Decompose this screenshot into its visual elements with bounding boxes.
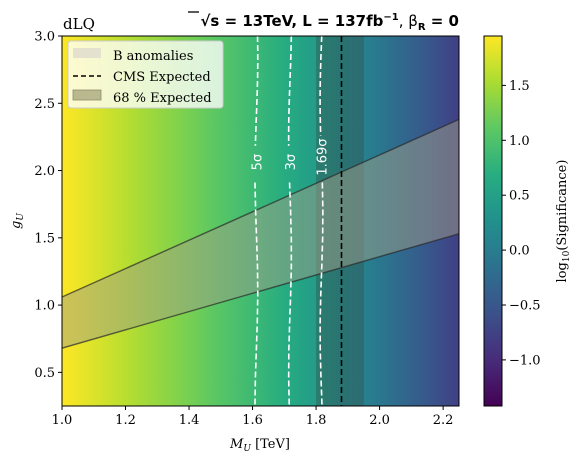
- x-tick-label: 1.8: [306, 413, 327, 428]
- contour-label: 5σ: [250, 154, 265, 171]
- colorbar: [483, 35, 503, 407]
- contour-label: 1.69σ: [315, 138, 330, 175]
- x-axis-label: MU [TeV]: [229, 437, 290, 454]
- plot-area: 5σ 3σ 1.69σ: [62, 36, 459, 406]
- y-tick-label: 1.0: [34, 299, 55, 314]
- colorbar-tick-label: 0.5: [509, 189, 530, 204]
- colorbar-tick-label: −1.0: [509, 353, 541, 368]
- contour-line-0-1: [254, 182, 259, 406]
- x-tick-label: 2.0: [369, 413, 390, 428]
- sigma-contours: 5σ 3σ 1.69σ: [250, 36, 330, 406]
- legend-label-cms-expected: CMS Expected: [113, 70, 211, 85]
- y-tick-label: 0.5: [34, 366, 55, 381]
- y-axis-label: gU: [9, 213, 26, 229]
- corner-label: dLQ: [63, 15, 95, 33]
- legend-box: [67, 40, 224, 109]
- contour-label: 3σ: [284, 154, 299, 171]
- x-tick-label: 2.2: [433, 413, 454, 428]
- b-anomalies-band: [62, 119, 459, 349]
- colorbar-label: log10(Significance): [555, 160, 572, 283]
- legend: B anomalies CMS Expected 68 % Expected: [67, 40, 224, 109]
- legend-label-b-anomalies: B anomalies: [113, 49, 193, 64]
- x-tick-label: 1.0: [52, 413, 73, 428]
- x-tick-label: 1.2: [115, 413, 136, 428]
- x-tick-label: 1.6: [242, 413, 263, 428]
- y-tick-label: 2.0: [34, 164, 55, 179]
- contour-line-1-1: [287, 182, 293, 406]
- chart-title: √s = 13TeV, L = 137fb−1, βR = 0: [200, 12, 459, 33]
- colorbar-tick-label: −0.5: [509, 298, 541, 313]
- colorbar-tick-label: 1.5: [509, 79, 530, 94]
- y-tick-label: 1.5: [34, 231, 55, 246]
- legend-label-68-expected: 68 % Expected: [113, 91, 212, 106]
- contour-line-1-0: [287, 36, 293, 146]
- colorbar-ticks: −1.0 −0.5 0.0 0.5 1.0 1.5: [502, 79, 541, 368]
- y-tick-label: 2.5: [34, 97, 55, 112]
- b-anomalies-upper-edge: [62, 118, 459, 298]
- contour-line-2-1: [319, 182, 324, 406]
- y-tick-label: 3.0: [34, 30, 55, 45]
- plot-frame: [61, 35, 460, 407]
- colorbar-tick-label: 1.0: [509, 134, 530, 149]
- contour-line-2-0: [319, 36, 323, 136]
- y-axis-ticks: 0.5 1.0 1.5 2.0 2.5 3.0: [34, 30, 62, 381]
- legend-swatch-b-anomalies: [73, 48, 101, 58]
- x-tick-label: 1.4: [179, 413, 200, 428]
- colorbar-tick-label: 0.0: [509, 244, 530, 259]
- x-axis-ticks: 1.0 1.2 1.4 1.6 1.8 2.0 2.2: [52, 406, 454, 428]
- legend-swatch-68-expected: [72, 89, 102, 101]
- contour-line-0-0: [254, 36, 259, 146]
- b-anomalies-lower-edge: [62, 233, 459, 349]
